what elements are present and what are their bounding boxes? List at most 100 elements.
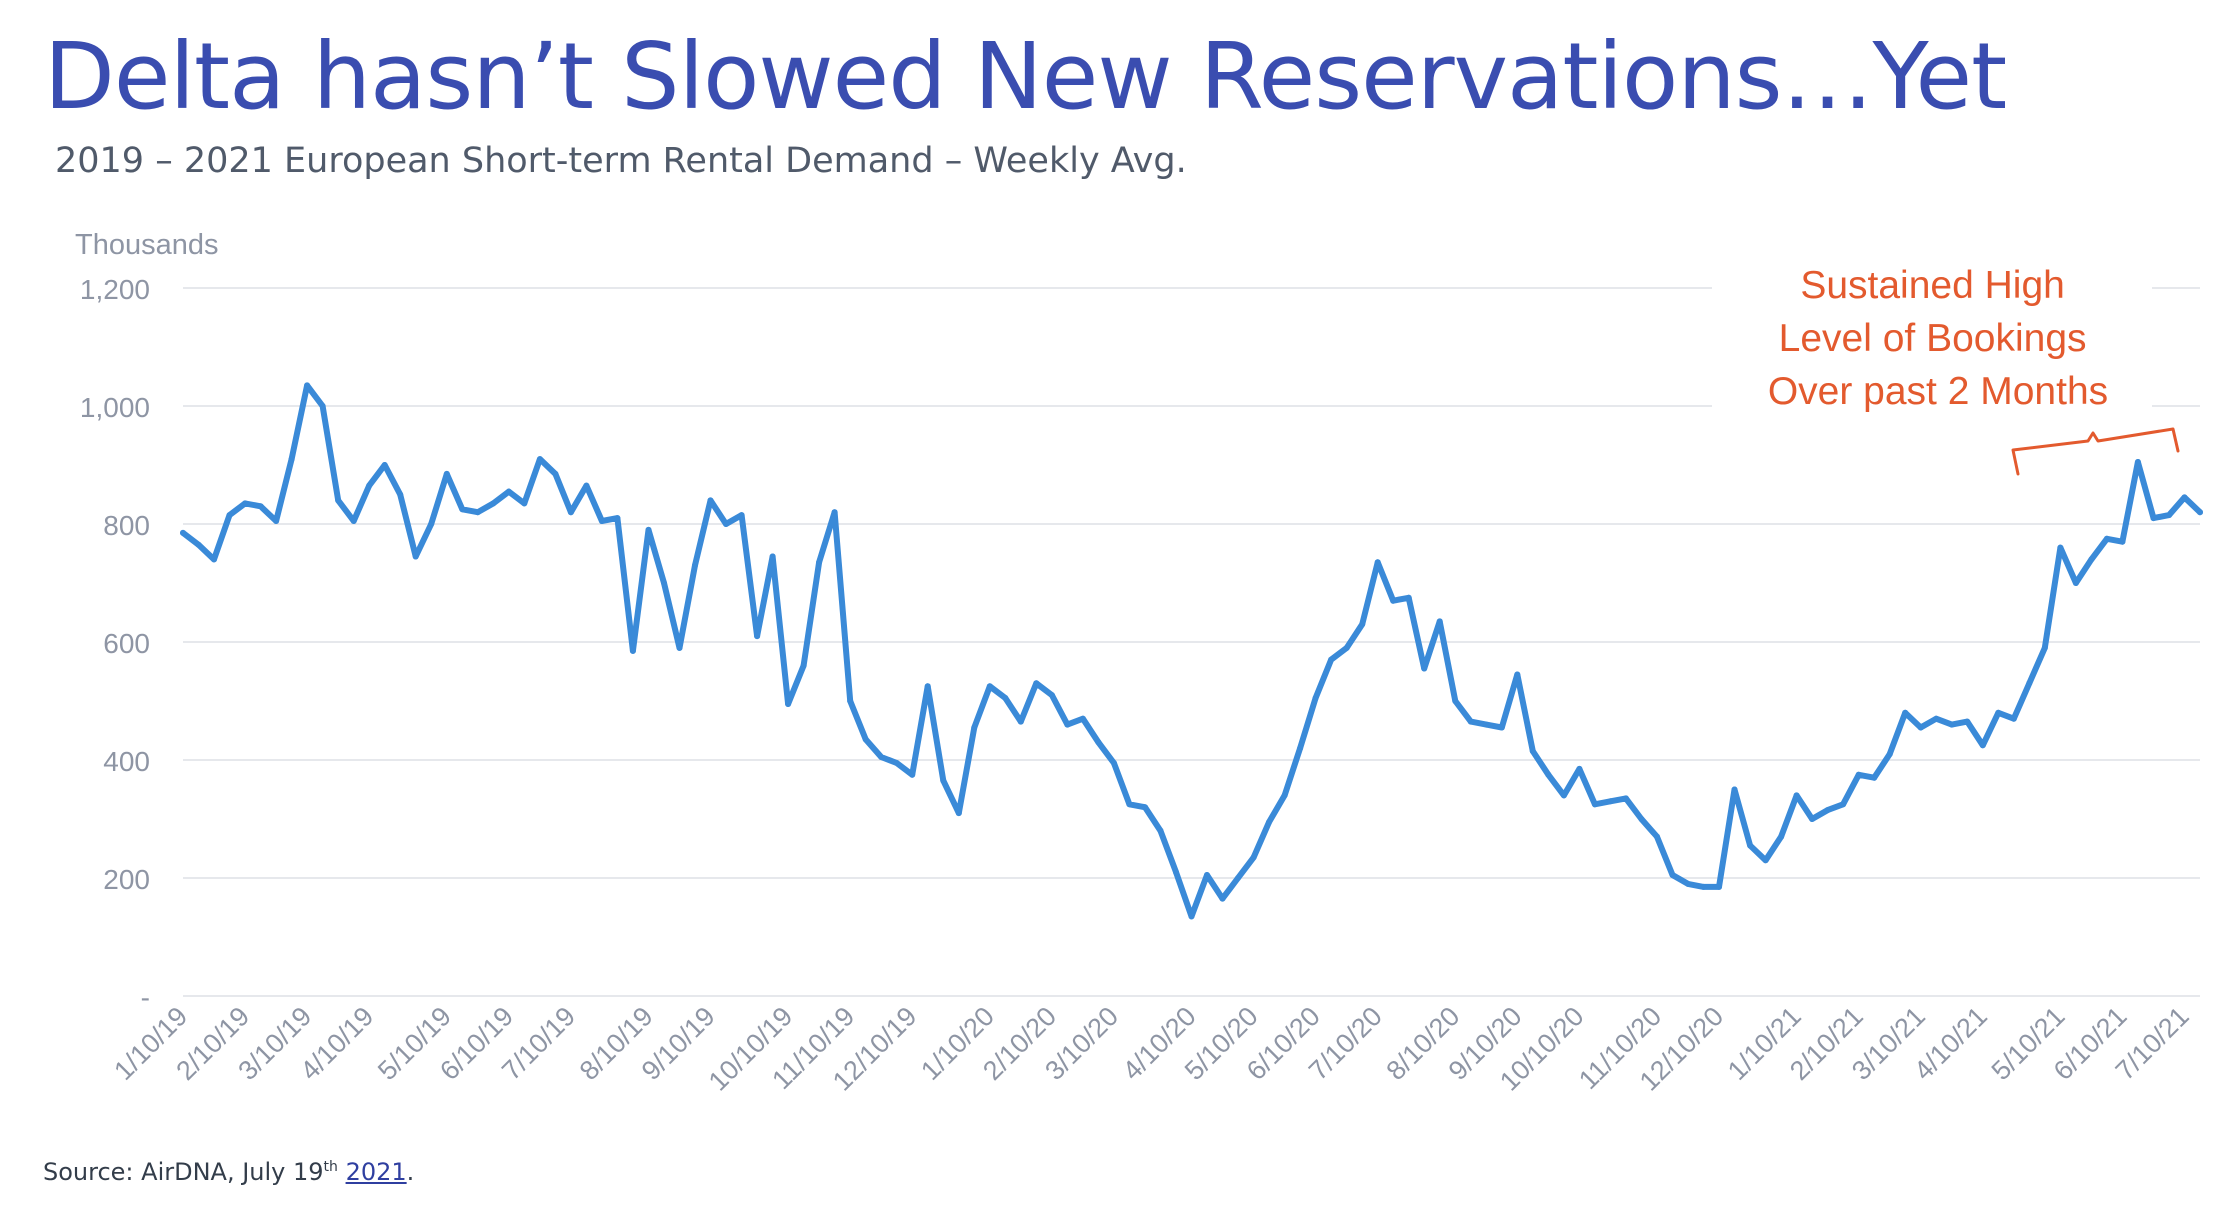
data-point-43: [847, 698, 854, 704]
data-point-74: [1328, 656, 1335, 663]
data-point-15: [412, 553, 419, 560]
data-point-7: [288, 456, 295, 463]
data-point-128: [2166, 512, 2172, 519]
source-text: Source: AirDNA, July 19: [43, 1158, 324, 1186]
data-point-44: [862, 736, 869, 743]
data-point-106: [1824, 807, 1831, 814]
data-point-31: [661, 580, 667, 586]
data-point-3: [226, 512, 233, 519]
series-line-weekly-demand: [180, 382, 2203, 920]
data-point-67: [1219, 895, 1226, 902]
data-point-107: [1840, 801, 1847, 808]
data-point-63: [1157, 827, 1164, 834]
data-point-50: [955, 810, 962, 817]
y-tick-label-1200: 1,200: [80, 274, 150, 305]
data-point-23: [536, 456, 543, 463]
data-point-127: [2150, 515, 2157, 522]
data-point-51: [971, 724, 978, 731]
series-layer: [180, 382, 2203, 920]
data-point-121: [2057, 544, 2064, 551]
chart-subtitle: 2019 – 2021 European Short-term Rental D…: [55, 141, 1187, 181]
data-point-35: [723, 521, 729, 527]
data-point-120: [2041, 644, 2048, 651]
data-point-113: [1933, 715, 1940, 722]
data-point-28: [614, 515, 621, 522]
data-point-16: [428, 521, 435, 527]
x-axis-ticks: 1/10/192/10/193/10/194/10/195/10/196/10/…: [108, 1001, 2194, 1097]
data-point-83: [1467, 718, 1474, 725]
data-point-69: [1250, 854, 1257, 861]
data-point-84: [1483, 721, 1490, 728]
data-point-49: [940, 777, 947, 784]
data-point-11: [350, 518, 357, 524]
data-point-114: [1948, 721, 1955, 728]
annotation-background: [1712, 250, 2152, 425]
data-point-104: [1793, 792, 1800, 799]
data-point-54: [1017, 718, 1024, 725]
data-point-94: [1638, 816, 1645, 822]
data-point-65: [1188, 913, 1195, 920]
data-point-9: [319, 403, 326, 409]
data-point-64: [1173, 869, 1179, 876]
data-point-24: [552, 470, 559, 477]
data-point-86: [1514, 671, 1521, 678]
data-point-100: [1731, 786, 1738, 793]
data-point-125: [2119, 538, 2126, 545]
data-point-30: [645, 526, 652, 533]
data-point-91: [1591, 801, 1598, 808]
data-point-90: [1576, 765, 1583, 772]
data-point-68: [1235, 875, 1241, 881]
data-point-58: [1079, 715, 1086, 722]
data-point-21: [505, 488, 512, 495]
data-point-27: [598, 518, 605, 524]
data-point-95: [1654, 833, 1660, 840]
data-point-57: [1064, 721, 1071, 728]
data-point-97: [1685, 880, 1691, 887]
y-tick-label-0: -: [141, 982, 150, 1013]
data-point-1: [195, 541, 202, 548]
annotation: Sustained High Level of Bookings Over pa…: [1712, 250, 2180, 476]
data-point-39: [785, 701, 792, 707]
source-period: .: [406, 1158, 415, 1186]
source-year-link[interactable]: 2021: [345, 1158, 407, 1186]
annotation-bracket: [2011, 427, 2180, 476]
data-point-53: [1002, 695, 1009, 701]
data-point-56: [1048, 692, 1055, 699]
data-point-36: [738, 512, 745, 519]
data-point-109: [1871, 774, 1878, 781]
data-point-45: [878, 754, 885, 760]
data-point-80: [1421, 665, 1428, 672]
annotation-line-1: Sustained High: [1800, 264, 2065, 307]
data-point-117: [1995, 709, 2002, 716]
data-point-82: [1452, 698, 1459, 704]
data-point-88: [1545, 771, 1552, 778]
data-point-59: [1095, 739, 1102, 746]
data-point-29: [629, 647, 636, 654]
data-point-22: [521, 500, 528, 507]
data-point-92: [1607, 798, 1614, 805]
data-point-77: [1374, 559, 1381, 566]
data-point-33: [692, 562, 698, 569]
data-point-123: [2088, 556, 2095, 563]
data-point-103: [1778, 833, 1785, 840]
y-tick-label-200: 200: [103, 864, 150, 895]
source-note: Source: AirDNA, July 19th 2021.: [43, 1158, 414, 1186]
data-point-25: [567, 509, 574, 516]
data-point-10: [335, 497, 342, 504]
y-tick-label-800: 800: [103, 510, 150, 541]
data-point-89: [1560, 792, 1567, 799]
data-point-47: [909, 771, 916, 778]
data-point-2: [211, 556, 217, 563]
source-ordinal-suffix: th: [323, 1159, 338, 1175]
data-point-105: [1809, 816, 1816, 822]
data-point-34: [707, 497, 714, 504]
data-point-99: [1716, 883, 1722, 890]
data-point-26: [583, 482, 590, 489]
data-point-102: [1762, 857, 1769, 864]
data-point-129: [2181, 494, 2188, 501]
data-point-124: [2103, 535, 2110, 542]
data-point-6: [273, 518, 280, 524]
data-point-5: [257, 503, 264, 510]
data-point-41: [816, 559, 823, 566]
data-point-70: [1266, 819, 1273, 825]
